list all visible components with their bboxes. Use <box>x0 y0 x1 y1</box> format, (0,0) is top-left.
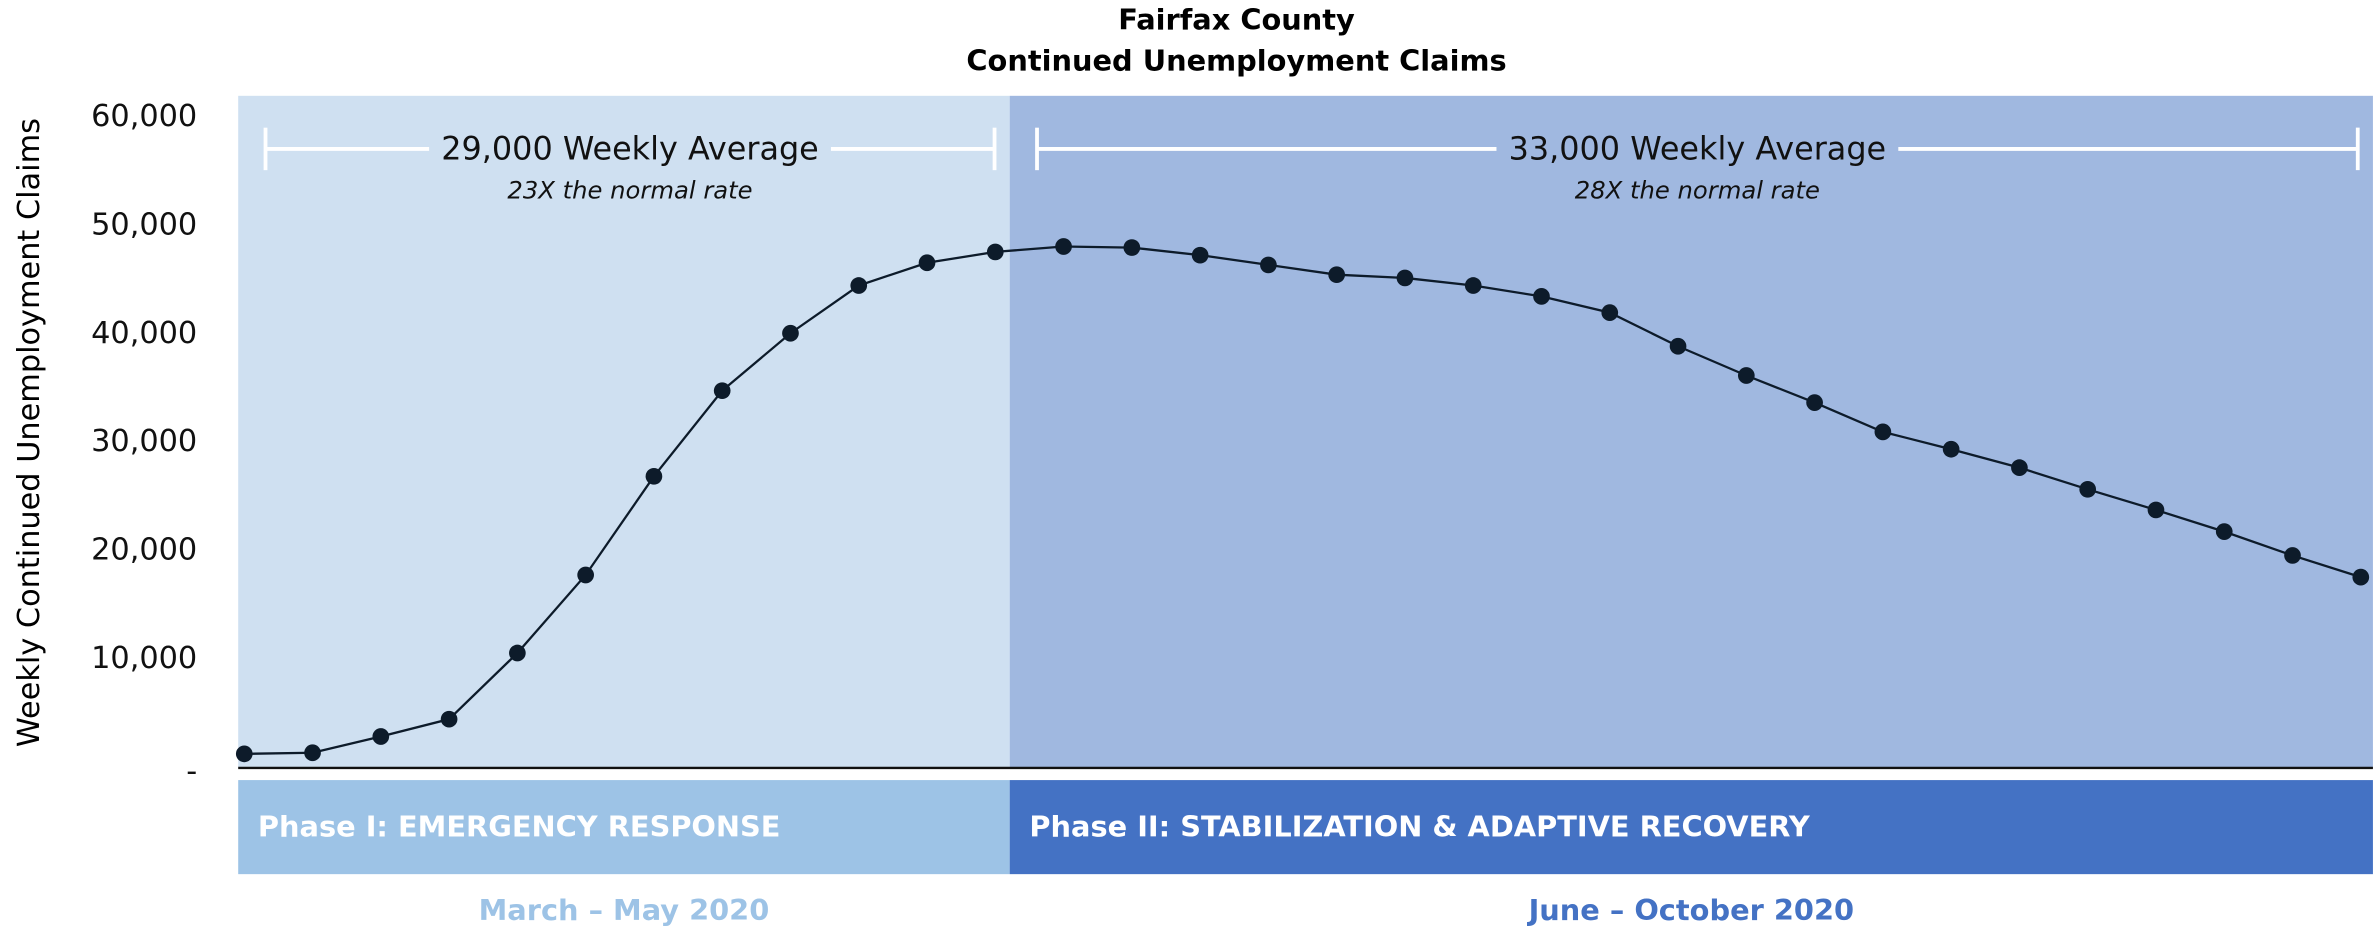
point <box>440 710 458 728</box>
line <box>244 245 2362 755</box>
point <box>2284 547 2301 564</box>
point <box>1874 423 1892 441</box>
point <box>509 644 526 662</box>
y-axis-label: Weekly Continued Unemployment Claims <box>12 118 47 747</box>
phase-bar <box>238 780 1010 875</box>
point <box>1533 288 1550 305</box>
y-tick-label: 50,000 <box>91 207 197 242</box>
y-tick-label: 30,000 <box>91 424 197 459</box>
point <box>1942 440 1960 458</box>
point <box>577 566 594 584</box>
phase-bar <box>1009 780 2373 875</box>
y-tick-label: 60,000 <box>91 99 197 134</box>
phase-label: Phase I: EMERGENCY RESPONSE <box>258 810 781 844</box>
point <box>1737 367 1755 384</box>
chart-title: Fairfax County <box>1118 2 1355 36</box>
point <box>2352 568 2370 586</box>
point <box>235 745 253 763</box>
phase-average: 29,000 Weekly Average <box>441 129 819 167</box>
point <box>850 277 868 294</box>
point <box>1669 337 1687 355</box>
phase-note: 28X the normal rate <box>1575 175 1820 204</box>
point <box>1191 246 1209 264</box>
point <box>372 728 390 745</box>
point <box>782 324 799 342</box>
y-tick-label: 10,000 <box>91 641 197 676</box>
phase-note: 23X the normal rate <box>507 175 752 204</box>
y-tick-label: - <box>186 754 197 789</box>
point <box>1055 238 1072 255</box>
y-tick-label: 40,000 <box>91 316 197 351</box>
chart-subtitle: Continued Unemployment Claims <box>966 43 1506 77</box>
phase-dates: March – May 2020 <box>479 893 770 927</box>
point <box>1123 239 1141 256</box>
point <box>645 467 663 485</box>
point <box>2079 480 2097 498</box>
point <box>918 254 936 272</box>
point <box>1601 304 1619 321</box>
point <box>304 744 321 762</box>
phase-band <box>1009 95 2373 768</box>
point <box>2215 523 2233 540</box>
phase-average: 33,000 Weekly Average <box>1509 129 1887 167</box>
point <box>1464 277 1482 294</box>
point <box>1260 256 1277 274</box>
point <box>2147 501 2165 519</box>
point <box>713 382 731 400</box>
y-tick-label: 20,000 <box>91 533 197 568</box>
point <box>1806 394 1823 411</box>
phase-label: Phase II: STABILIZATION & ADAPTIVE RECOV… <box>1029 810 1810 844</box>
phase-dates: June – October 2020 <box>1527 893 1854 927</box>
point <box>986 243 1004 261</box>
point <box>2011 459 2028 476</box>
phase-band <box>238 95 1010 768</box>
point <box>1396 269 1414 287</box>
point <box>1328 266 1346 284</box>
